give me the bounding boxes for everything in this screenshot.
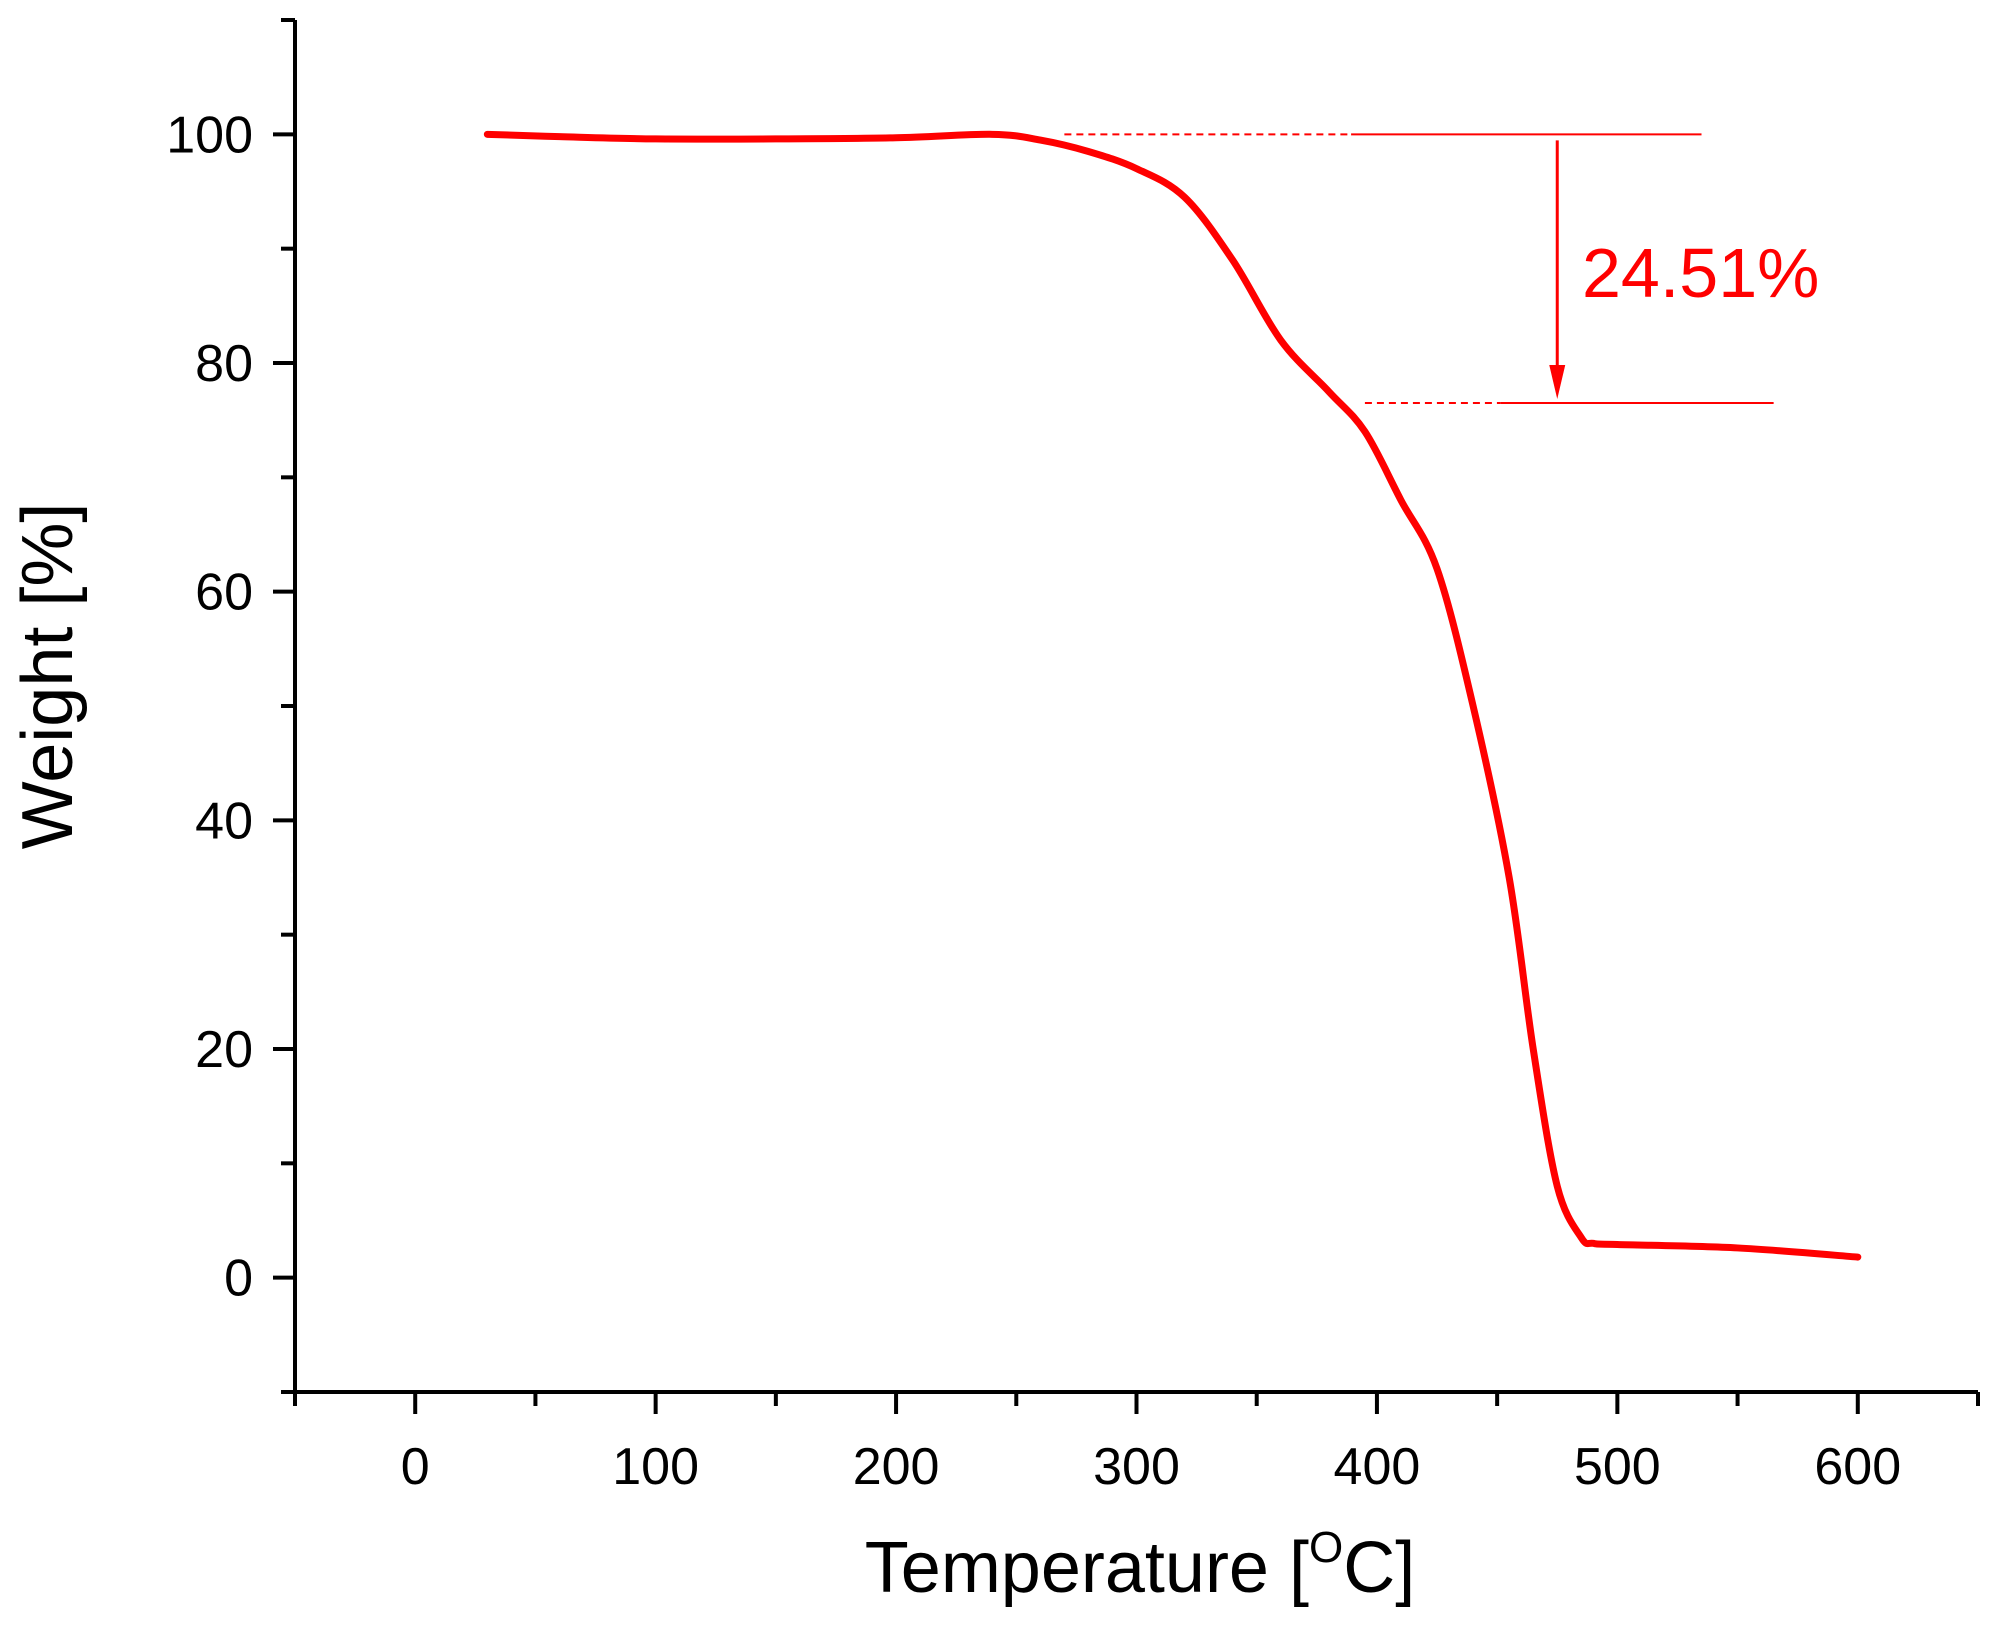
y-tick-label: 100 bbox=[166, 106, 253, 164]
data-point bbox=[1617, 1244, 1618, 1245]
y-tick-label: 0 bbox=[224, 1250, 253, 1308]
x-axis-title-end: C] bbox=[1343, 1528, 1415, 1608]
y-tick-label: 20 bbox=[195, 1021, 253, 1079]
x-tick-label: 0 bbox=[401, 1438, 430, 1496]
x-axis-title: Temperature [OC] bbox=[865, 1523, 1415, 1608]
data-point bbox=[1088, 151, 1089, 152]
x-tick-label: 400 bbox=[1334, 1438, 1421, 1496]
data-point bbox=[1437, 568, 1438, 569]
y-tick-label: 80 bbox=[195, 335, 253, 393]
y-axis-ticks: 0 20 40 60 80 100 bbox=[166, 18, 295, 1394]
x-axis-ticks: 0 100 200 300 400 500 600 bbox=[293, 1392, 1980, 1496]
x-tick-label: 300 bbox=[1093, 1438, 1180, 1496]
data-point bbox=[1737, 1247, 1738, 1248]
x-tick-label: 100 bbox=[612, 1438, 699, 1496]
data-point bbox=[775, 138, 776, 139]
data-point bbox=[1593, 1243, 1594, 1244]
data-point bbox=[1557, 1186, 1558, 1187]
weight-curve bbox=[483, 130, 1862, 1261]
data-point bbox=[487, 134, 488, 135]
x-axis-title-superscript: O bbox=[1309, 1523, 1343, 1572]
data-point bbox=[559, 136, 560, 137]
data-point bbox=[1533, 1049, 1534, 1050]
data-point bbox=[1473, 706, 1474, 707]
series-group bbox=[483, 130, 1862, 1261]
x-tick-label: 200 bbox=[853, 1438, 940, 1496]
weight-loss-label: 24.51% bbox=[1582, 234, 1819, 312]
y-axis-title: Weight [%] bbox=[8, 503, 88, 850]
data-point bbox=[1400, 500, 1401, 501]
data-point bbox=[1581, 1237, 1582, 1238]
data-point bbox=[1184, 197, 1185, 198]
arrow-head bbox=[1549, 365, 1566, 400]
axes bbox=[293, 20, 1978, 1394]
data-point bbox=[1280, 340, 1281, 341]
data-point bbox=[1328, 391, 1329, 392]
x-tick-label: 500 bbox=[1574, 1438, 1661, 1496]
x-tick-label: 600 bbox=[1814, 1438, 1901, 1496]
data-point bbox=[1509, 877, 1510, 878]
data-point bbox=[1232, 260, 1233, 261]
data-point bbox=[896, 137, 897, 138]
weight-loss-annotation bbox=[1064, 133, 1774, 405]
data-point bbox=[1136, 168, 1137, 169]
y-tick-label: 40 bbox=[195, 792, 253, 850]
y-tick-label: 60 bbox=[195, 564, 253, 622]
data-point bbox=[655, 138, 656, 139]
data-point bbox=[1857, 1257, 1858, 1258]
data-point bbox=[1040, 140, 1041, 141]
data-point bbox=[992, 134, 993, 135]
data-point bbox=[1364, 431, 1365, 432]
x-axis-title-main: Temperature [ bbox=[865, 1528, 1309, 1608]
